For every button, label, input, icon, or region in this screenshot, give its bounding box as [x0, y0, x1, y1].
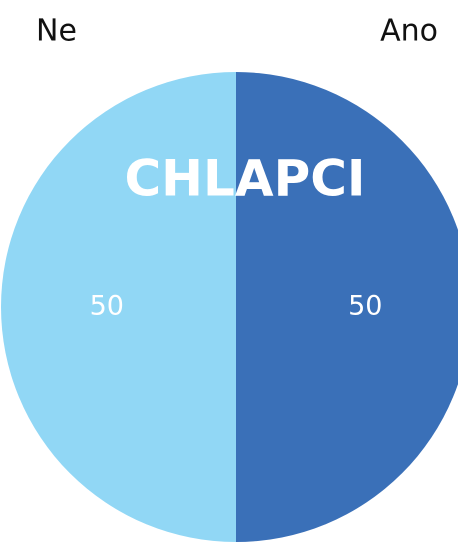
chart-title: CHLAPCI: [124, 150, 365, 208]
pie-slice: [236, 72, 458, 542]
legend-label: Ne: [36, 14, 77, 49]
data-label: 50: [348, 291, 382, 322]
legend-label: Ano: [380, 14, 438, 49]
data-label: 50: [90, 291, 124, 322]
pie-slice: [1, 72, 236, 542]
